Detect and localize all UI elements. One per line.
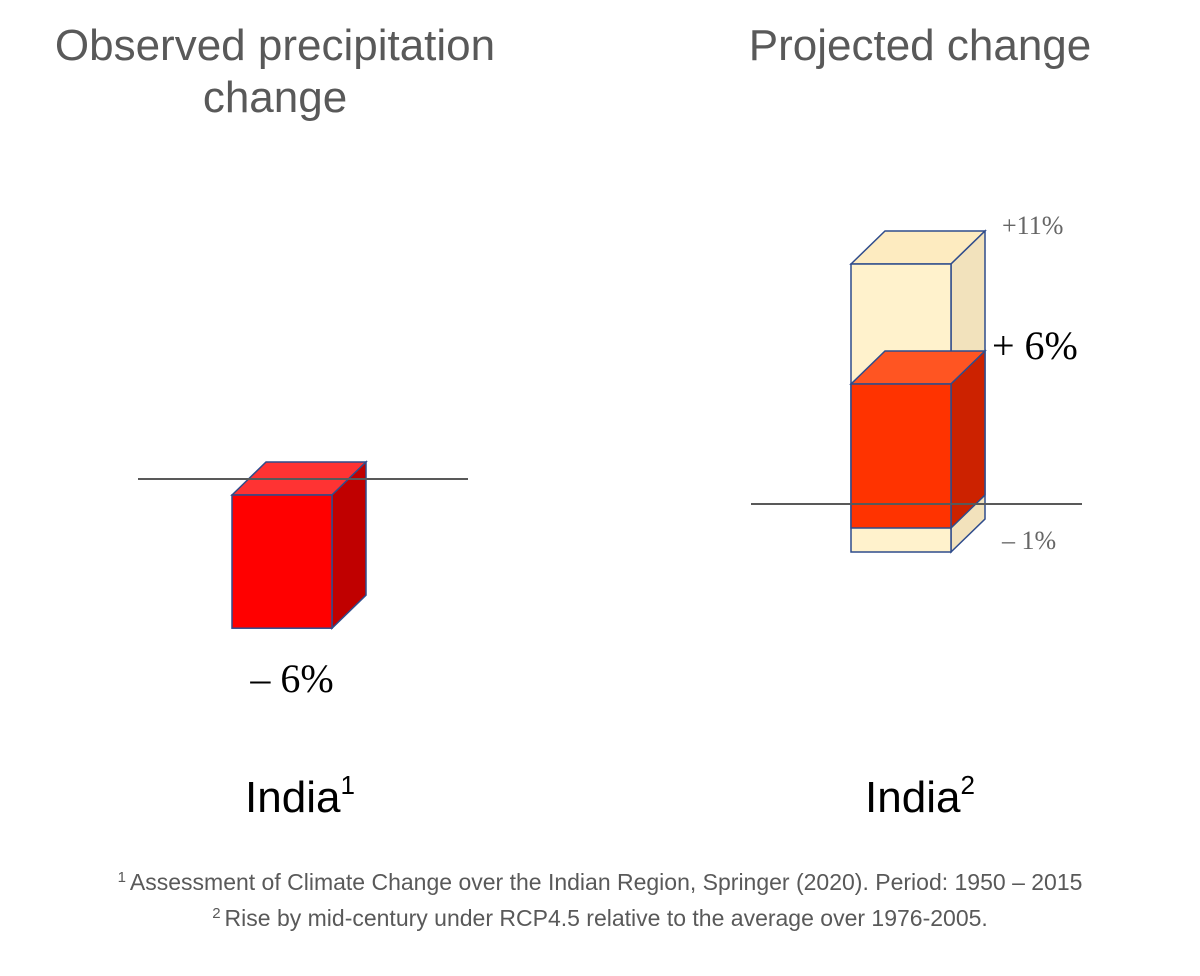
footnotes: 1 Assessment of Climate Change over the I… (30, 862, 1170, 934)
observed-bar-front (231, 494, 333, 629)
projected-region-footnote-ref: 2 (960, 770, 975, 800)
footnote-2-marker: 2 (212, 905, 221, 922)
projected-max-label: +11% (1002, 211, 1063, 240)
footnote-1-text: Assessment of Climate Change over the In… (129, 869, 1083, 895)
projected-region-label: India2 (770, 770, 1070, 823)
projected-min-label: – 1% (1001, 526, 1056, 555)
observed-chart-title: Observed precipitation change (54, 21, 496, 122)
projected-value-label: + 6% (992, 323, 1078, 368)
projected-region-name: India (865, 773, 961, 822)
footnote-2: 2 Rise by mid-century under RCP4.5 relati… (30, 898, 1170, 934)
footnote-1-marker: 1 (117, 869, 126, 886)
footnote-1: 1 Assessment of Climate Change over the I… (30, 862, 1170, 898)
observed-region-footnote-ref: 1 (340, 770, 355, 800)
observed-region-label: India1 (150, 770, 450, 823)
footnote-2-text: Rise by mid-century under RCP4.5 relativ… (224, 905, 988, 931)
projected-bar-front (850, 383, 952, 529)
observed-region-name: India (245, 773, 341, 822)
observed-value-label: – 6% (249, 656, 333, 701)
projected-chart-title: Projected change (748, 21, 1092, 70)
